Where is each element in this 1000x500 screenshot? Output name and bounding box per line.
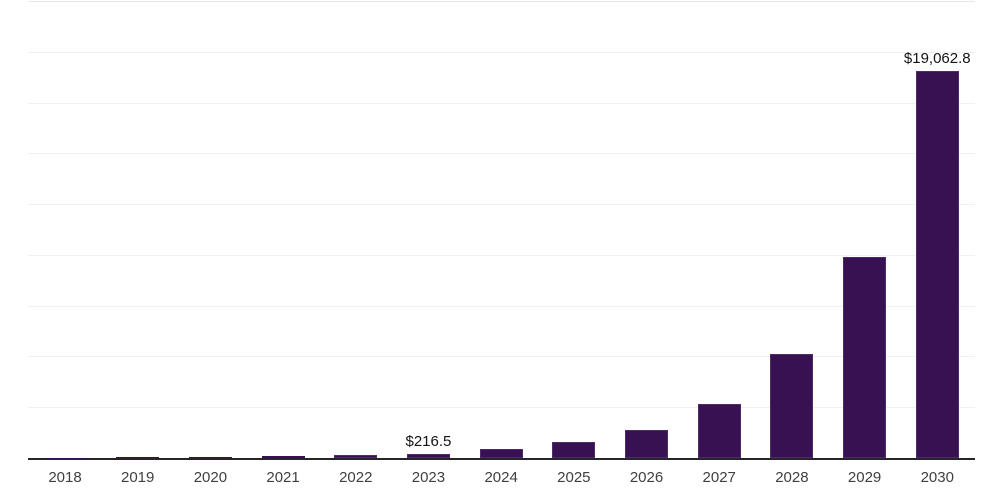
- gridline: [28, 356, 975, 358]
- x-tick-label-2029: 2029: [847, 469, 882, 486]
- bar-2023: [406, 453, 450, 458]
- gridline: [28, 254, 975, 256]
- gridline: [28, 102, 975, 104]
- x-tick-label-2021: 2021: [266, 469, 300, 486]
- bar-2025: [552, 441, 596, 458]
- bar-2030: [915, 70, 959, 458]
- x-tick-label-2026: 2026: [629, 469, 664, 486]
- bar-2022: [334, 454, 378, 458]
- bar-2018: [43, 457, 87, 458]
- bar-value-label-2023: $216.5: [405, 432, 452, 450]
- bar-value-label-2030: $19,062.8: [903, 49, 971, 67]
- bar-2021: [261, 455, 305, 458]
- x-tick-label-2030: 2030: [920, 469, 954, 486]
- bar-2027: [697, 404, 741, 458]
- x-tick-label-2028: 2028: [775, 469, 809, 486]
- bar-2029: [843, 256, 887, 458]
- gridline: [28, 204, 975, 206]
- x-tick-label-2023: 2023: [411, 469, 446, 486]
- x-tick-label-2024: 2024: [484, 469, 518, 486]
- gridline: [28, 407, 975, 409]
- bar-2026: [625, 429, 669, 458]
- bar-2020: [188, 456, 232, 458]
- bar-2019: [116, 457, 160, 458]
- bar-2028: [770, 354, 814, 458]
- gridline: [28, 153, 975, 155]
- gridline-top: [28, 1, 975, 2]
- x-axis-ticks: 2018 2019 2020 2021 2022 2023 2024 2025 2026 2027…: [28, 470, 975, 490]
- x-tick-label-2027: 2027: [702, 469, 736, 486]
- gridline: [28, 51, 975, 53]
- plot-area: $216.5 $19,062.8: [28, 1, 975, 460]
- x-tick-label-2025: 2025: [557, 469, 591, 486]
- bar-2024: [479, 448, 523, 458]
- x-tick-label-2022: 2022: [339, 469, 373, 486]
- x-tick-label-2019: 2019: [121, 469, 155, 486]
- x-tick-label-2020: 2020: [193, 469, 228, 486]
- x-tick-label-2018: 2018: [48, 469, 82, 486]
- gridline: [28, 305, 975, 307]
